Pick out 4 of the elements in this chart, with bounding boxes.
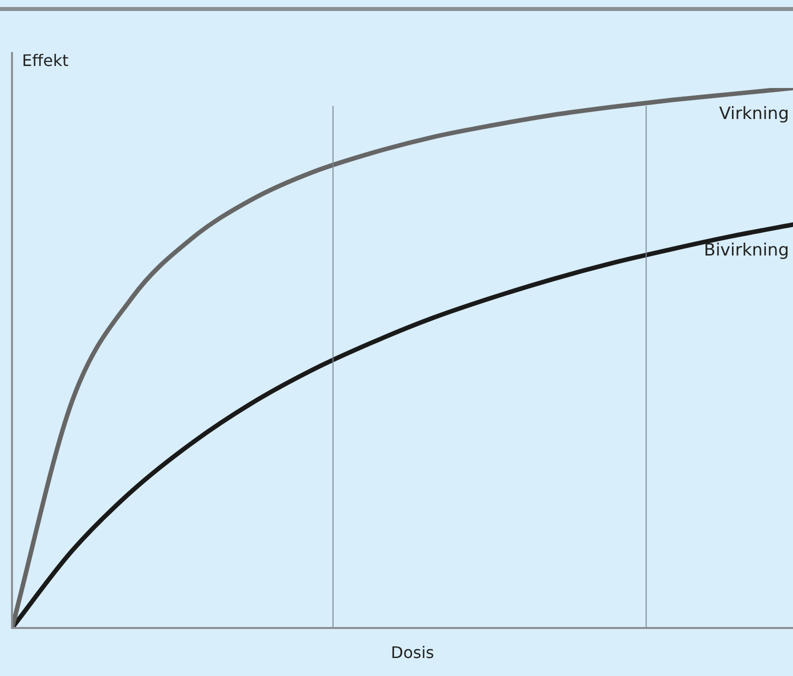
y-axis-title: Effekt (22, 51, 69, 70)
series-label: Bivirkning (704, 240, 789, 261)
x-axis-title: Dosis (390, 643, 434, 662)
series-label: Virkning (719, 104, 789, 124)
